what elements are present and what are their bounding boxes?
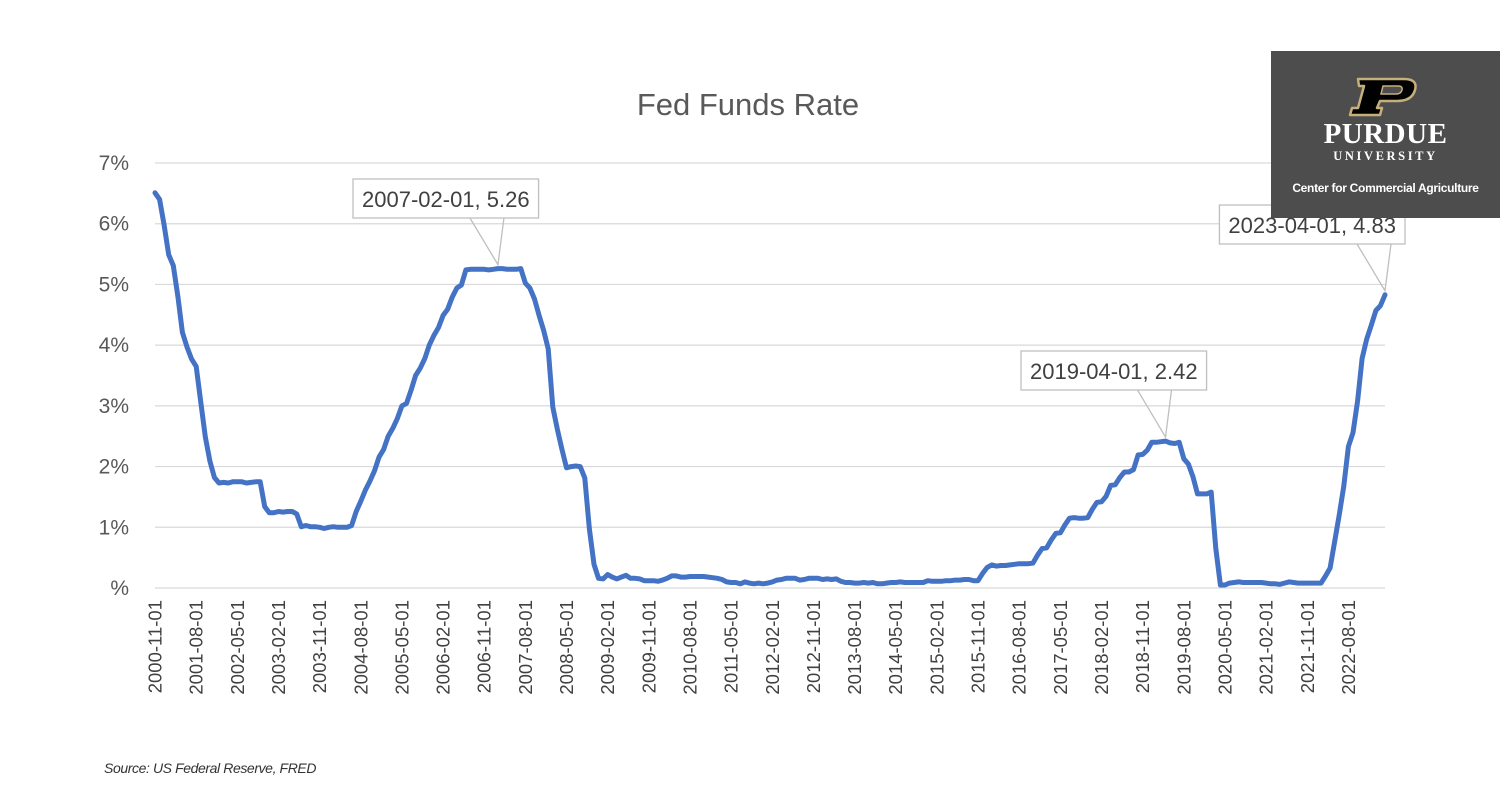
y-tick-label: % xyxy=(110,577,129,600)
x-tick-label: 2007-08-01 xyxy=(515,600,536,695)
x-tick-label: 2013-08-01 xyxy=(844,600,865,695)
x-tick-label: 2015-11-01 xyxy=(968,600,989,693)
x-tick-label: 2003-02-01 xyxy=(268,600,289,695)
x-tick-label: 2010-08-01 xyxy=(679,600,700,695)
x-tick-label: 2014-05-01 xyxy=(885,600,906,695)
y-tick-label: 2% xyxy=(99,456,129,479)
data-callout: 2007-02-01, 5.26 xyxy=(352,178,540,267)
x-tick-label: 2017-05-01 xyxy=(1050,600,1071,695)
x-tick-label: 2005-05-01 xyxy=(391,600,412,695)
x-tick-label: 2009-02-01 xyxy=(597,600,618,695)
x-tick-label: 2022-08-01 xyxy=(1338,600,1359,695)
series-layer xyxy=(152,190,1388,588)
callout-leader xyxy=(1356,243,1392,293)
x-tick-label: 2006-02-01 xyxy=(433,600,454,695)
callout-leader xyxy=(1136,389,1173,440)
x-tick-label: 2021-11-01 xyxy=(1297,600,1318,693)
y-tick-label: 5% xyxy=(99,273,129,296)
x-tick-label: 2020-05-01 xyxy=(1214,600,1235,695)
purdue-p-icon xyxy=(1348,77,1417,117)
y-tick-label: 7% xyxy=(99,152,129,175)
x-tick-label: 2000-11-01 xyxy=(145,600,166,693)
x-tick-label: 2018-11-01 xyxy=(1132,600,1153,693)
logo-name: PURDUE xyxy=(1323,118,1448,150)
callout-label: 2007-02-01, 5.26 xyxy=(362,187,530,212)
callout-box xyxy=(352,178,540,219)
y-tick-label: 4% xyxy=(99,334,129,357)
x-tick-label: 2019-08-01 xyxy=(1173,600,1194,695)
x-tick-label: 2004-08-01 xyxy=(350,600,371,695)
gridlines xyxy=(155,162,1385,589)
logo-subtitle: UNIVERSITY xyxy=(1333,149,1438,163)
x-tick-label: 2011-05-01 xyxy=(721,600,742,693)
x-tick-label: 2012-11-01 xyxy=(803,600,824,693)
callout-box xyxy=(1020,350,1208,391)
y-tick-label: 3% xyxy=(99,395,129,418)
x-tick-label: 2016-08-01 xyxy=(1009,600,1030,695)
x-tick-label: 2003-11-01 xyxy=(309,600,330,693)
x-tick-label: 2008-05-01 xyxy=(556,600,577,695)
x-tick-label: 2002-05-01 xyxy=(227,600,248,695)
callout-label: 2019-04-01, 2.42 xyxy=(1030,359,1198,384)
y-tick-label: 6% xyxy=(99,213,129,236)
x-axis-tick-labels: 2000-11-01 2001-08-01 2002-05-01 2003-02-01… xyxy=(145,600,1359,695)
series-line xyxy=(152,190,1388,588)
source-note: Source: US Federal Reserve, FRED xyxy=(104,760,317,776)
y-axis-tick-labels: % 1% 2% 3% 4% 5% 6% 7% xyxy=(99,152,129,600)
x-tick-label: 2018-02-01 xyxy=(1091,600,1112,695)
chart-title: Fed Funds Rate xyxy=(637,87,859,122)
x-tick-label: 2009-11-01 xyxy=(638,600,659,693)
x-tick-label: 2021-02-01 xyxy=(1256,600,1277,695)
x-tick-label: 2006-11-01 xyxy=(474,600,495,693)
x-tick-label: 2001-08-01 xyxy=(186,600,207,695)
data-callout: 2019-04-01, 2.42 xyxy=(1020,350,1208,440)
callout-leader xyxy=(469,217,505,267)
purdue-logo: PURDUE UNIVERSITY Center for Commercial … xyxy=(1271,51,1500,218)
logo-center-name: Center for Commercial Agriculture xyxy=(1292,181,1479,195)
x-tick-label: 2015-02-01 xyxy=(926,600,947,695)
y-tick-label: 1% xyxy=(99,516,129,539)
x-tick-label: 2012-02-01 xyxy=(762,600,783,695)
